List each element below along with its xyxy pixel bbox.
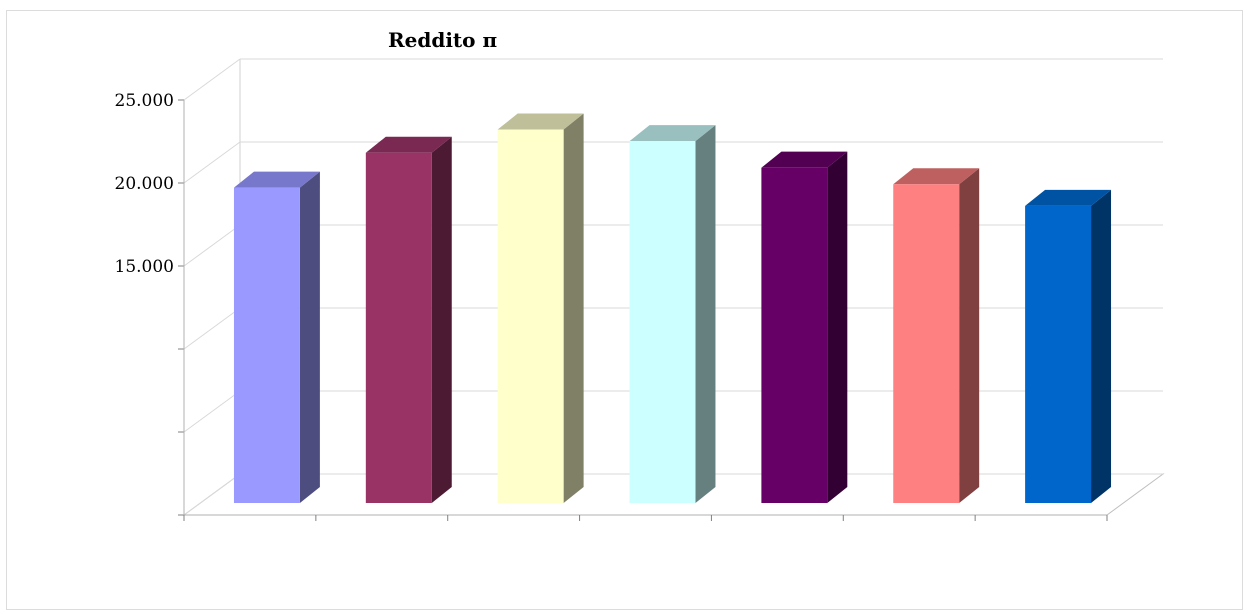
bar-top (365, 136, 452, 153)
bar-top (629, 125, 716, 142)
bar (1025, 189, 1112, 504)
bar-front (893, 184, 960, 503)
bar-side (1091, 189, 1112, 504)
bar-front (365, 152, 432, 504)
gridline-diagonal (183, 307, 241, 350)
y-tick-label: 15.000 (115, 257, 174, 277)
bar (893, 168, 980, 503)
chart-title: Reddito π (388, 28, 498, 52)
bar (761, 151, 848, 503)
bar-top (233, 171, 320, 188)
gridline-diagonal (183, 390, 241, 433)
bar-side (431, 136, 452, 504)
chart-tick-labels: 15.000 20.000 25.000 (115, 91, 174, 277)
bar-side (299, 171, 320, 503)
bar-side (827, 151, 848, 503)
bar-side (959, 168, 980, 503)
gridline-diagonal (183, 141, 241, 184)
y-tick-label: 25.000 (115, 91, 174, 111)
gridline-diagonal (183, 473, 241, 516)
bar (233, 171, 320, 503)
bar-front (761, 167, 828, 503)
gridline-diagonal (183, 224, 241, 267)
bar-top (761, 151, 848, 168)
bar-front (497, 129, 564, 503)
bar (497, 113, 584, 503)
bar-side (695, 125, 716, 504)
bar-front (1025, 205, 1092, 504)
chart-bars (233, 113, 1112, 504)
chart-axes (178, 99, 1108, 521)
bar-top (497, 113, 584, 130)
y-tick-label: 20.000 (115, 174, 174, 194)
bar-top (893, 168, 980, 185)
bar-front (233, 187, 300, 503)
bar (365, 136, 452, 504)
chart-frame (6, 10, 1243, 610)
bar-top (1025, 189, 1112, 206)
bar-side (563, 113, 584, 503)
bar-front (629, 141, 696, 503)
gridline-diagonal (183, 58, 241, 101)
bar (629, 125, 716, 504)
